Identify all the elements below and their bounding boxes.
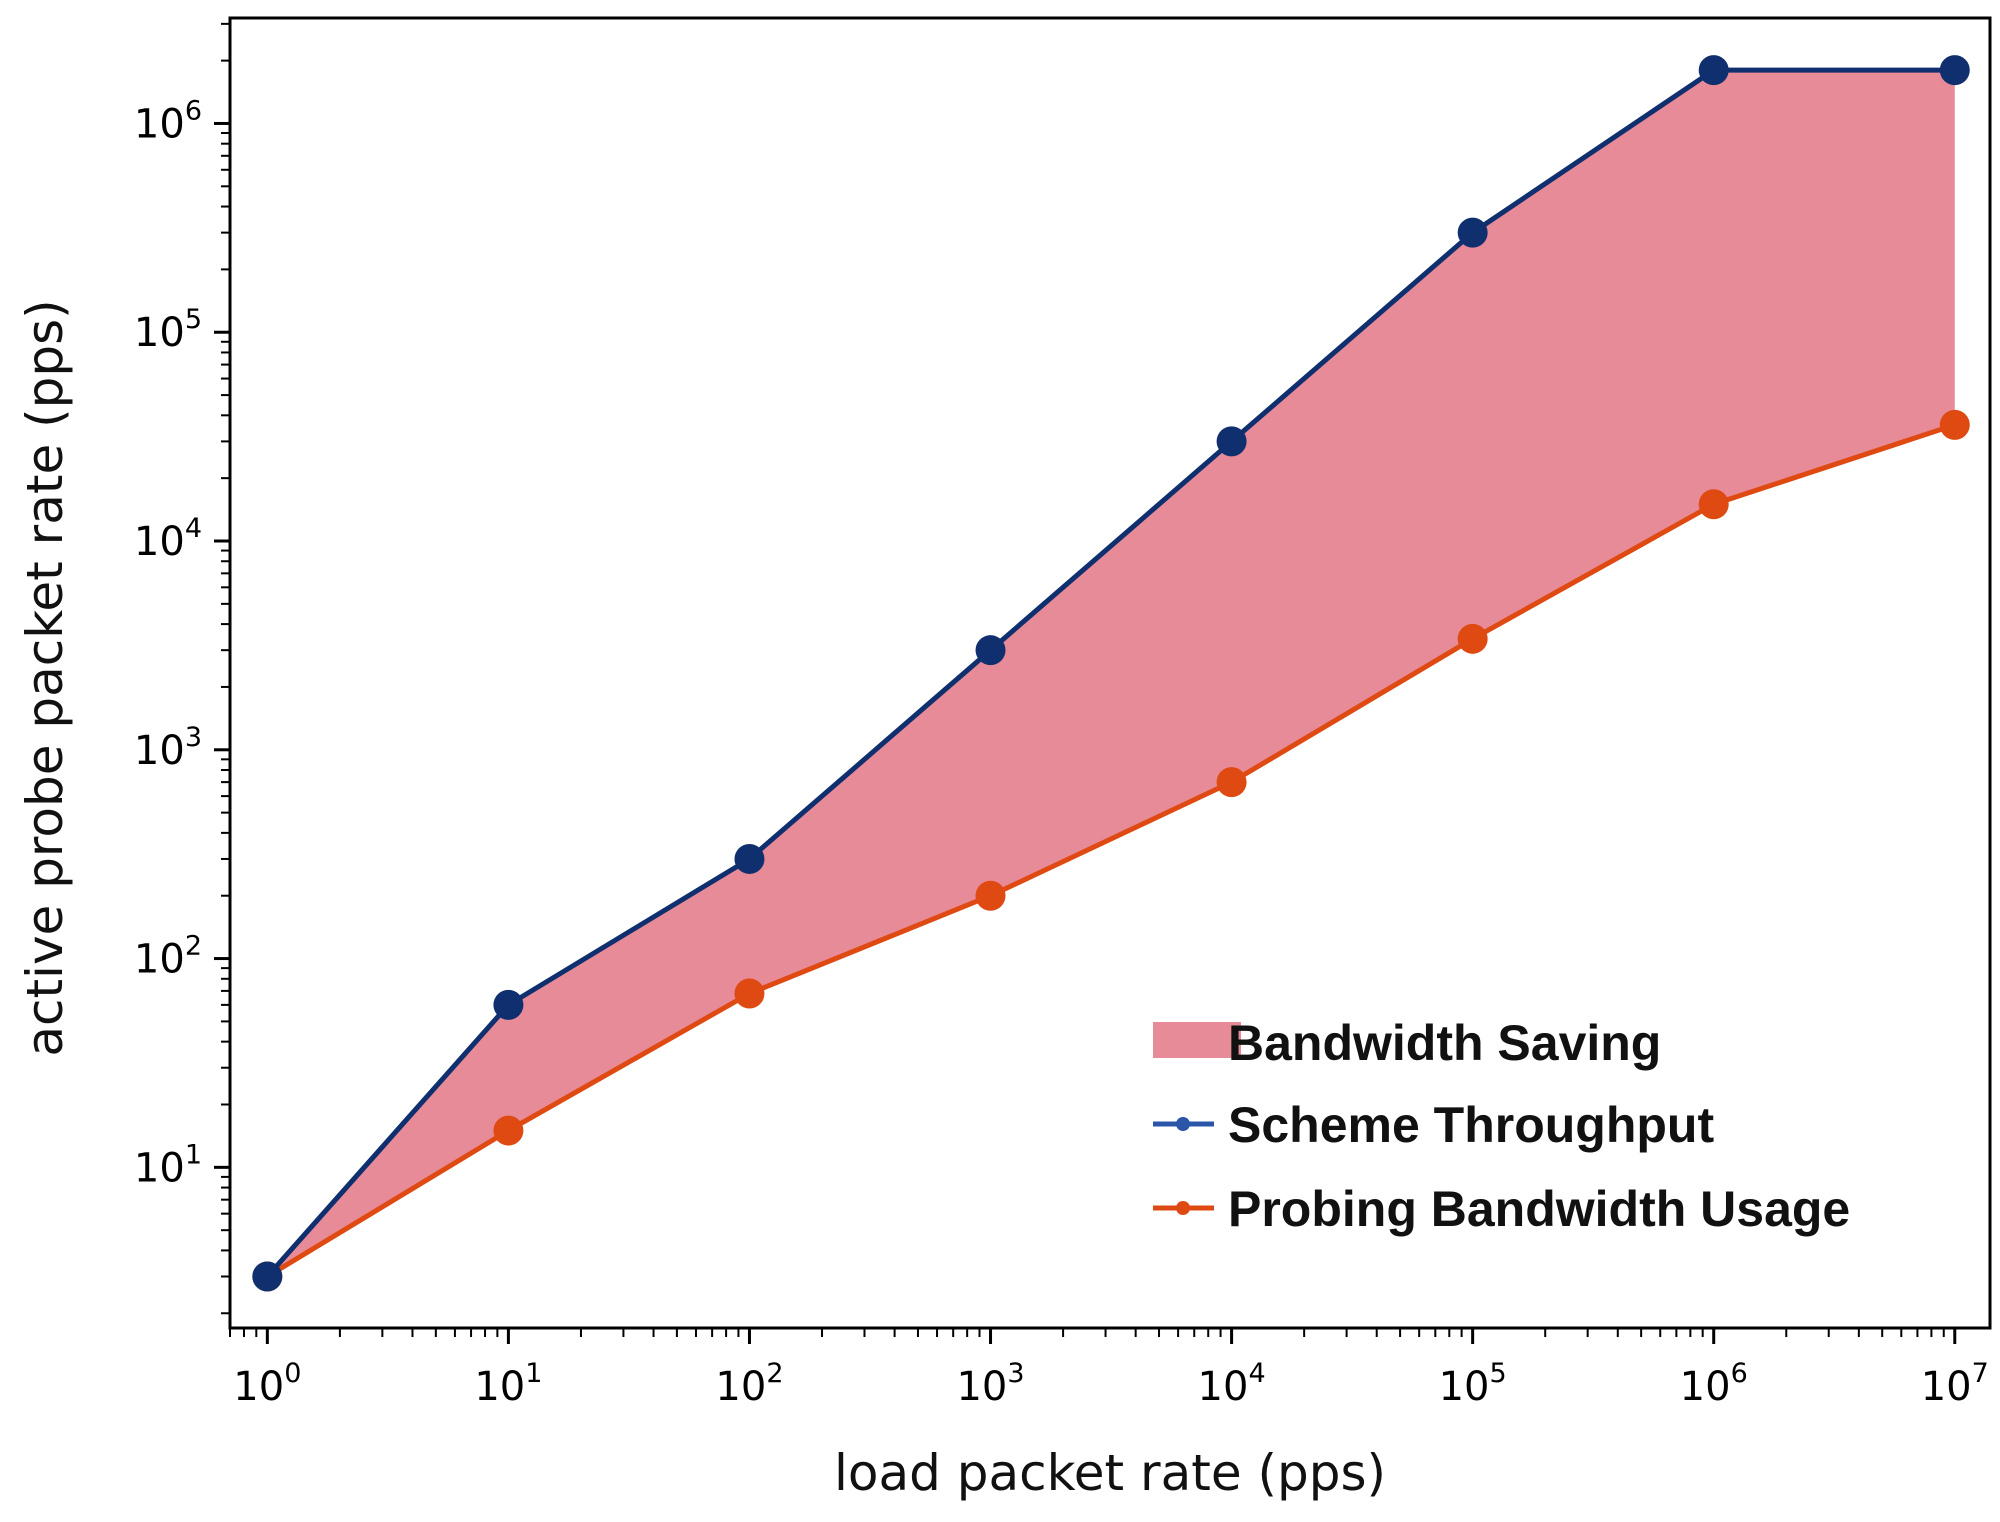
legend-label-probing-bandwidth-usage: Probing Bandwidth Usage [1228, 1181, 1850, 1237]
data-point-scheme-throughput [493, 989, 524, 1020]
data-point-scheme-throughput [1939, 55, 1970, 86]
series-line-scheme-throughput [265, 67, 1955, 1279]
data-point-probing-bandwidth-usage [975, 880, 1006, 911]
plot-frame [228, 16, 1992, 1330]
data-point-scheme-throughput [1216, 426, 1247, 457]
data-point-probing-bandwidth-usage [1457, 623, 1488, 654]
x-tick-label: 105 [1439, 1358, 1507, 1410]
y-tick-label: 106 [134, 95, 202, 147]
y-tick-label: 101 [134, 1139, 202, 1191]
y-tick-label: 104 [134, 513, 202, 565]
x-tick-label: 100 [233, 1358, 301, 1410]
x-tick-label: 104 [1198, 1358, 1266, 1410]
data-point-scheme-throughput [975, 635, 1006, 666]
x-tick-label: 101 [474, 1358, 542, 1410]
y-axis-label: active probe packet rate (pps) [16, 299, 74, 1056]
legend-marker-scheme-throughput [1176, 1117, 1190, 1131]
data-point-scheme-throughput [252, 1261, 283, 1292]
x-tick-label: 102 [715, 1358, 783, 1410]
data-point-scheme-throughput [1457, 217, 1488, 248]
legend-label-bandwidth-saving: Bandwidth Saving [1228, 1015, 1661, 1071]
data-point-probing-bandwidth-usage [1698, 489, 1729, 520]
data-point-probing-bandwidth-usage [1939, 409, 1970, 440]
legend-label-scheme-throughput: Scheme Throughput [1228, 1097, 1714, 1153]
y-tick-label: 102 [134, 931, 202, 983]
x-tick-label: 106 [1680, 1358, 1748, 1410]
data-point-probing-bandwidth-usage [493, 1115, 524, 1146]
y-tick-label: 105 [134, 304, 202, 356]
y-tick-label: 103 [134, 722, 202, 774]
legend-marker-probing-bandwidth-usage [1176, 1201, 1190, 1215]
series-line-probing-bandwidth-usage [266, 422, 1956, 1279]
x-tick-label: 103 [956, 1358, 1024, 1410]
legend-swatch-bandwidth-saving [1153, 1022, 1241, 1058]
tick-labels-layer: 100 101 102 103 104 105 106 107 101 102 103 104 105 1… [134, 95, 1989, 1410]
data-point-probing-bandwidth-usage [1216, 767, 1247, 798]
series-layer [252, 55, 1970, 1292]
x-tick-label: 107 [1921, 1358, 1989, 1410]
data-point-scheme-throughput [1698, 55, 1729, 86]
bandwidth-saving-region-layer [267, 70, 1955, 1277]
data-point-probing-bandwidth-usage [734, 978, 765, 1009]
data-point-scheme-throughput [734, 843, 765, 874]
x-axis-label: load packet rate (pps) [834, 1444, 1386, 1502]
bandwidth-saving-region [267, 70, 1955, 1277]
legend: Bandwidth Saving Scheme Throughput Probi… [1153, 1015, 1850, 1237]
